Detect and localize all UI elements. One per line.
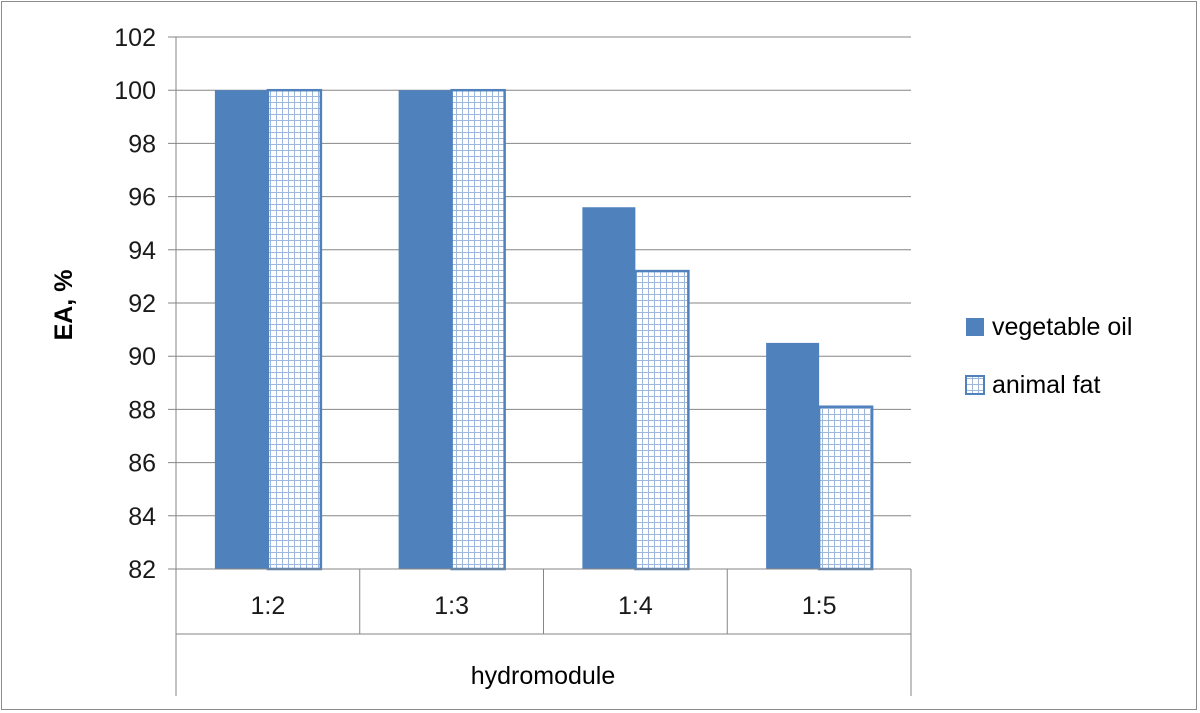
x-tick-label: 1:5: [802, 592, 837, 620]
axes: [175, 37, 912, 696]
x-tick-label: 1:3: [434, 592, 469, 620]
x-tick-labels: 1:2 1:3 1:4 1:5: [250, 592, 836, 620]
y-axis-title: EA, %: [50, 270, 78, 341]
bar-vegetable-oil-1-5: [766, 342, 820, 569]
x-tick-label: 1:4: [618, 592, 653, 620]
bar-animal-fat-1-5: [817, 405, 874, 571]
legend-label: vegetable oil: [992, 313, 1132, 341]
y-tick-label: 96: [128, 184, 156, 212]
y-tick-labels: 82 84 86 88 90 92 94 96 98 100 102: [114, 24, 156, 584]
legend-swatch: [966, 318, 984, 336]
y-tick-label: 100: [114, 77, 156, 105]
bars: [214, 88, 874, 571]
legend: vegetable oil animal fat: [965, 313, 1132, 399]
y-tick-label: 94: [128, 237, 156, 265]
bar-vegetable-oil-1-4: [582, 207, 636, 570]
legend-swatch: [965, 375, 985, 395]
bar-animal-fat-1-2: [266, 88, 323, 571]
x-axis-title: hydromodule: [471, 662, 616, 690]
y-tick-label: 90: [128, 343, 156, 371]
y-tick-label: 82: [128, 556, 156, 584]
y-tick-label: 88: [128, 396, 156, 424]
y-tick-label: 84: [128, 503, 156, 531]
bar-vegetable-oil-1-3: [398, 90, 452, 569]
bar-vegetable-oil-1-2: [214, 90, 268, 569]
y-tick-label: 92: [128, 290, 156, 318]
y-tick-label: 98: [128, 130, 156, 158]
y-tick-label: 86: [128, 450, 156, 478]
legend-label: animal fat: [992, 371, 1100, 399]
y-tick-label: 102: [114, 24, 156, 52]
bar-animal-fat-1-4: [634, 269, 690, 571]
bar-animal-fat-1-3: [450, 88, 506, 571]
x-tick-label: 1:2: [250, 592, 285, 620]
